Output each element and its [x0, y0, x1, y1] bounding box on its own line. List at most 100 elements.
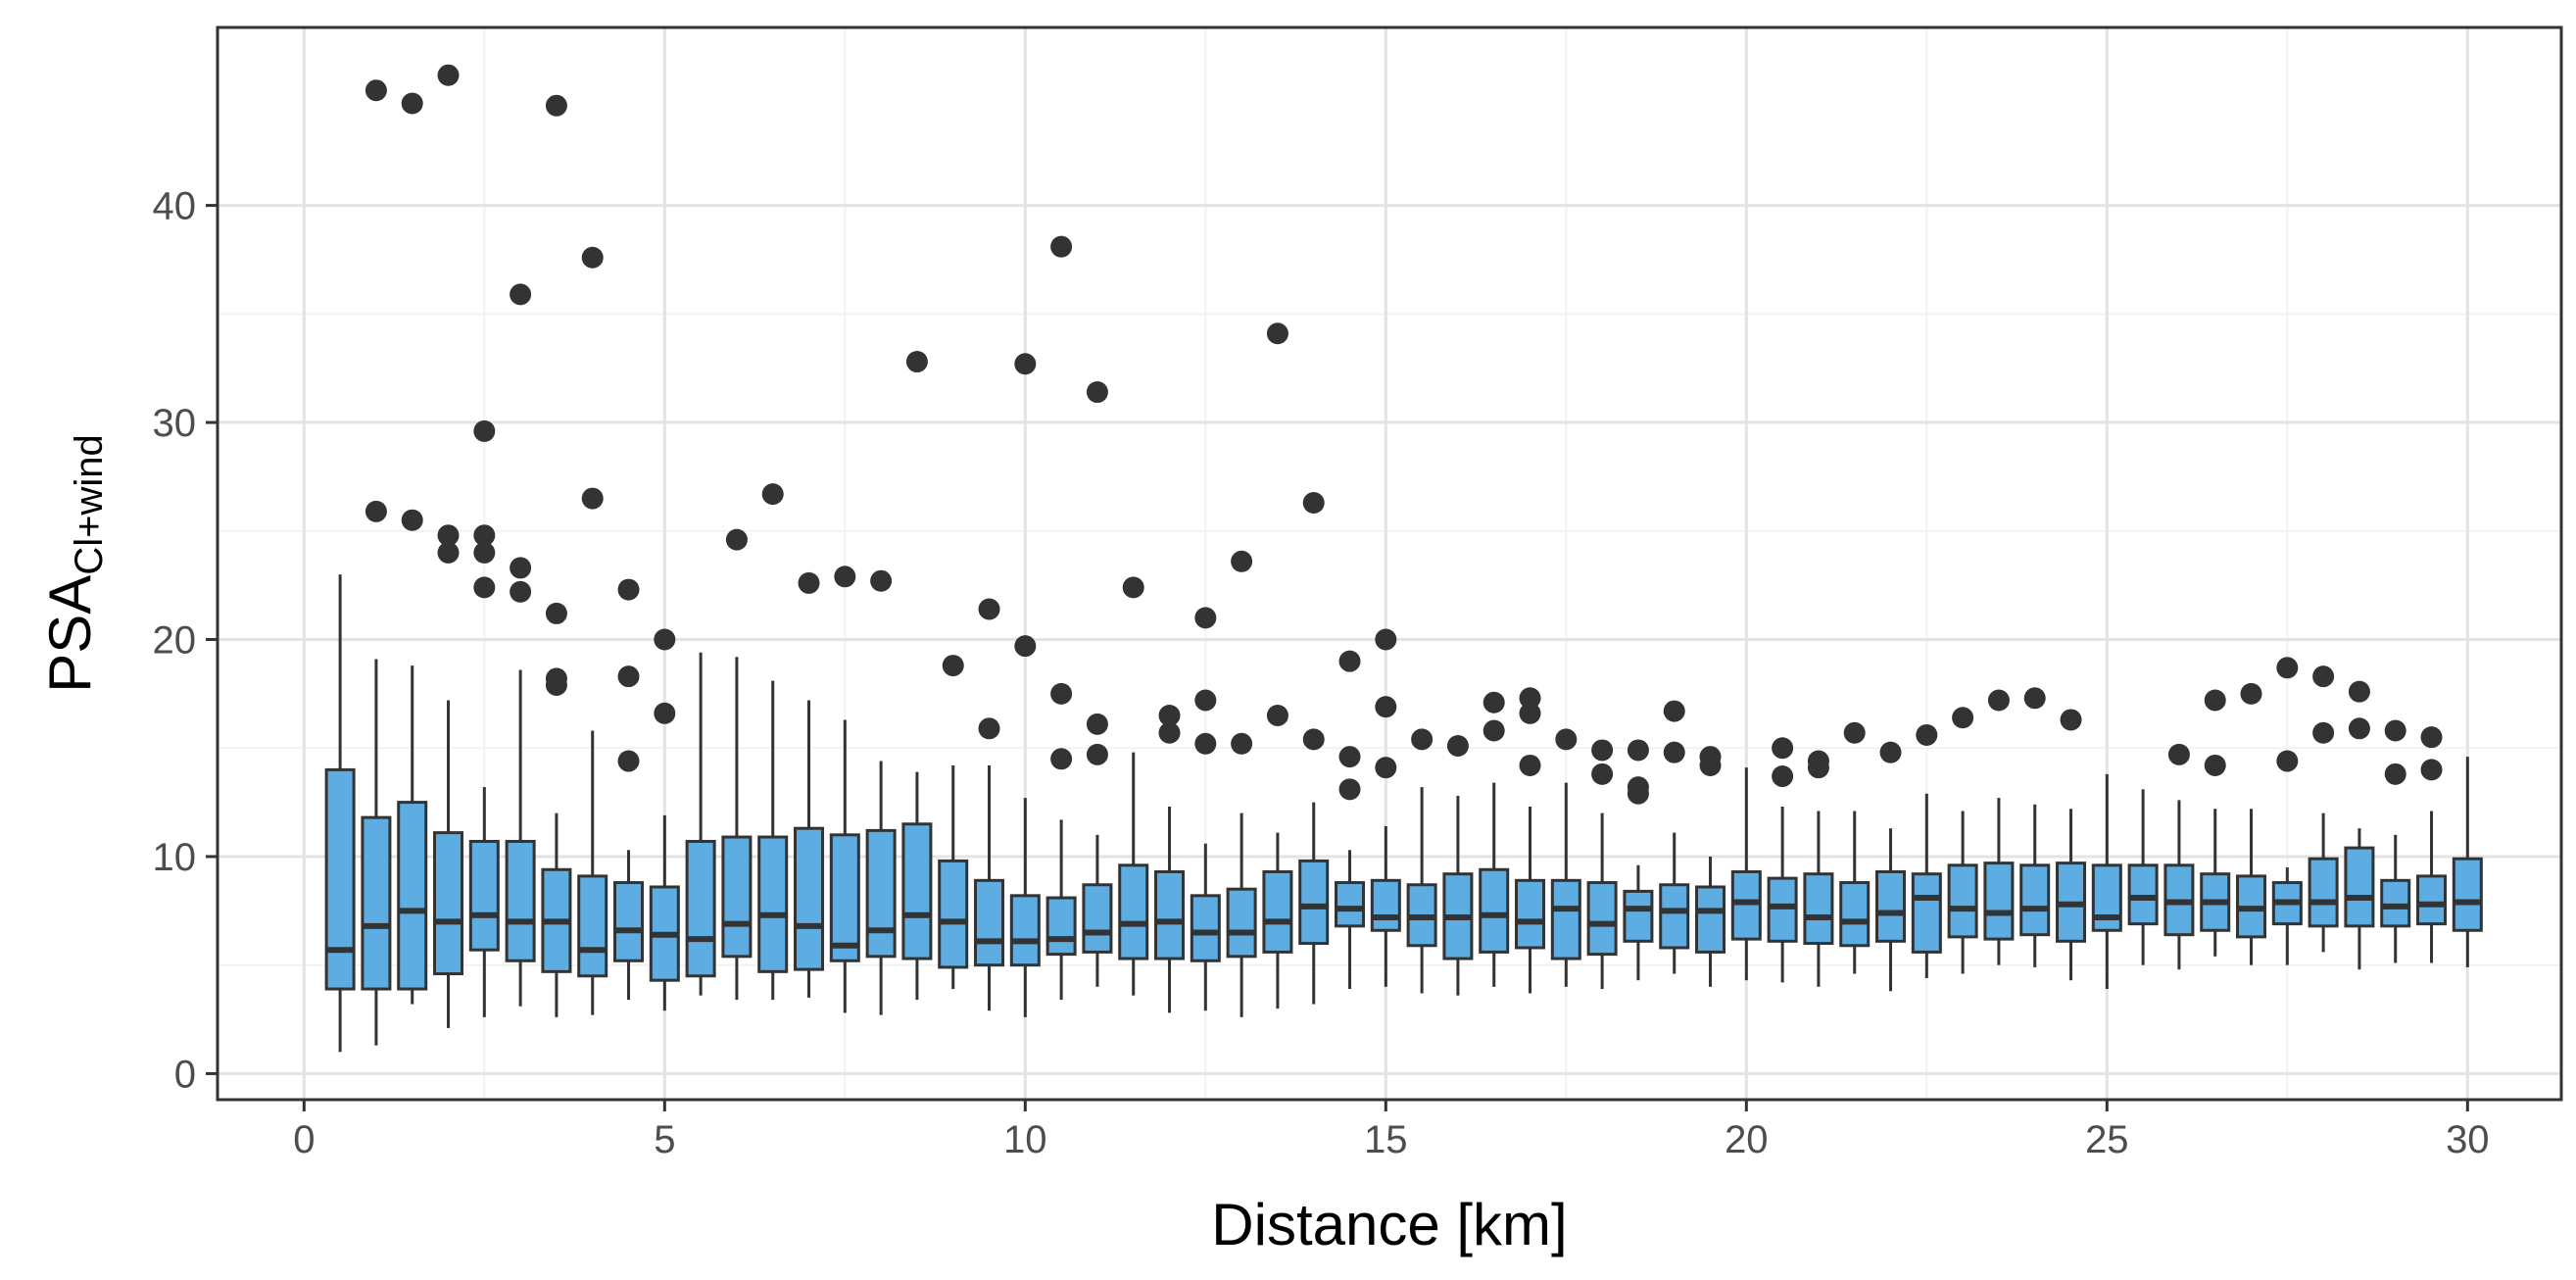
iqr-box	[794, 826, 825, 971]
iqr-box	[324, 767, 356, 991]
iqr-box	[685, 839, 716, 978]
iqr-box	[1190, 894, 1221, 962]
iqr-box	[974, 878, 1005, 967]
outlier-point	[1302, 491, 1325, 514]
outlier-point	[1627, 782, 1649, 805]
iqr-box	[397, 801, 428, 991]
outlier-point	[1086, 381, 1108, 404]
outlier-point	[545, 602, 567, 624]
outlier-point	[1231, 550, 1253, 572]
box-group	[1875, 741, 1907, 992]
box-group	[1586, 739, 1618, 990]
box-group	[397, 92, 428, 1005]
outlier-point	[1879, 741, 1902, 763]
iqr-box	[2452, 857, 2483, 932]
box-group	[1767, 737, 1798, 983]
iqr-box	[2344, 846, 2375, 928]
outlier-point	[1591, 739, 1614, 762]
outlier-point	[1302, 728, 1325, 751]
iqr-box	[613, 881, 645, 962]
outlier-point	[1014, 353, 1037, 375]
outlier-point	[437, 524, 460, 547]
box-group	[1190, 607, 1221, 1011]
outlier-point	[1555, 728, 1578, 751]
outlier-point	[2420, 759, 2443, 781]
outlier-point	[2384, 763, 2406, 785]
box-group	[1803, 750, 1834, 987]
outlier-point	[1411, 728, 1434, 751]
box-group	[1659, 700, 1690, 974]
iqr-box	[577, 874, 608, 978]
outlier-point	[473, 576, 496, 599]
outlier-point	[1987, 689, 2010, 712]
x-tick-label: 20	[1725, 1118, 1769, 1161]
iqr-box	[2091, 863, 2122, 932]
outlier-point	[798, 571, 820, 594]
iqr-box	[1515, 878, 1546, 950]
outlier-point	[1158, 721, 1181, 744]
box-group	[1515, 687, 1546, 994]
y-tick-label: 30	[153, 402, 197, 445]
iqr-box	[1226, 887, 1257, 959]
x-tick-label: 10	[1003, 1118, 1047, 1161]
outlier-point	[725, 528, 748, 551]
iqr-box	[1730, 869, 1762, 941]
box-group	[2163, 743, 2195, 970]
outlier-point	[2204, 754, 2226, 776]
box-group	[613, 578, 645, 1001]
outlier-point	[2348, 717, 2370, 740]
outlier-point	[437, 541, 460, 564]
outlier-point	[401, 509, 423, 531]
outlier-point	[1772, 737, 1794, 760]
iqr-box	[1586, 881, 1618, 957]
y-tick-label: 0	[174, 1053, 196, 1096]
box-group	[2091, 773, 2122, 990]
outlier-point	[2276, 657, 2299, 679]
iqr-box	[1298, 859, 1330, 946]
box-group	[2236, 682, 2267, 965]
outlier-point	[510, 283, 532, 306]
box-group	[1262, 322, 1293, 1009]
box-group	[541, 94, 572, 1017]
outlier-point	[2204, 689, 2226, 712]
outlier-point	[1338, 650, 1361, 672]
outlier-point	[834, 566, 856, 588]
box-group	[1118, 576, 1149, 996]
box-group	[1226, 550, 1257, 1017]
outlier-point	[870, 569, 893, 592]
box-group	[2127, 789, 2159, 965]
iqr-box	[1550, 878, 1581, 960]
iqr-box	[2380, 878, 2411, 928]
box-group	[2019, 687, 2051, 967]
box-group	[1839, 721, 1871, 974]
y-axis-ticks: 0 10 20 30 40	[153, 185, 218, 1096]
iqr-box	[865, 828, 897, 959]
box-group	[974, 598, 1005, 1011]
box-group	[1082, 381, 1113, 987]
iqr-box	[1335, 881, 1366, 928]
iqr-box	[1947, 863, 1978, 939]
outlier-point	[1375, 696, 1397, 718]
box-group	[1550, 728, 1581, 987]
outlier-point	[1519, 702, 1541, 724]
iqr-box	[1262, 869, 1293, 954]
outlier-point	[1266, 322, 1288, 345]
iqr-box	[1479, 867, 1510, 954]
outlier-point	[1194, 607, 1217, 629]
outlier-point	[545, 94, 567, 117]
outlier-point	[1375, 757, 1397, 779]
outlier-point	[2240, 682, 2262, 705]
outlier-point	[510, 557, 532, 579]
box-group	[577, 246, 608, 1015]
box-group	[1911, 723, 1942, 978]
outlier-point	[365, 79, 387, 102]
iqr-box	[2416, 874, 2448, 926]
outlier-point	[1338, 778, 1361, 801]
box-group	[433, 64, 464, 1028]
box-group	[468, 419, 500, 1017]
iqr-box	[361, 815, 392, 991]
x-tick-label: 5	[654, 1118, 675, 1161]
box-group	[2200, 689, 2231, 957]
iqr-box	[1082, 883, 1113, 954]
box-group	[1298, 491, 1330, 1005]
